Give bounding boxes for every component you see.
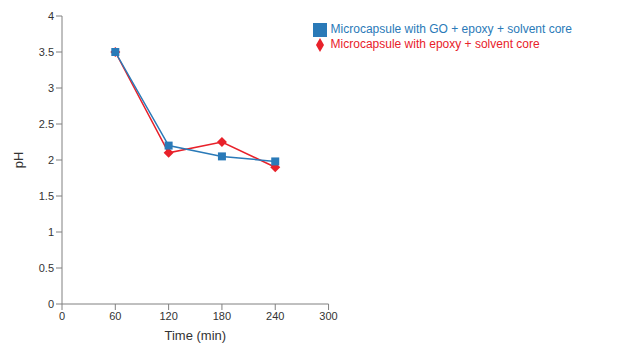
svg-text:60: 60 xyxy=(109,310,121,322)
html-text:Microcapsule with GO + epoxy +: Microcapsule with GO + epoxy + solvent c… xyxy=(330,22,572,36)
svg-text:0: 0 xyxy=(48,298,54,310)
svg-text:180: 180 xyxy=(213,310,231,322)
svg-text:240: 240 xyxy=(266,310,284,322)
svg-text:120: 120 xyxy=(159,310,177,322)
svg-text:2: 2 xyxy=(48,154,54,166)
svg-text:0: 0 xyxy=(59,310,65,322)
html-text:Microcapsule with epoxy + solv: Microcapsule with epoxy + solvent core xyxy=(330,36,540,51)
svg-text:1.5: 1.5 xyxy=(39,190,54,202)
svg-text:3: 3 xyxy=(48,82,54,94)
svg-text:0.5: 0.5 xyxy=(39,262,54,274)
svg-text:4: 4 xyxy=(48,10,54,22)
svg-text:300: 300 xyxy=(319,310,337,322)
svg-text:2.5: 2.5 xyxy=(39,118,54,130)
svg-text:pH: pH xyxy=(11,152,26,169)
svg-text:Time (min): Time (min) xyxy=(164,328,226,343)
svg-text:3.5: 3.5 xyxy=(39,46,54,58)
svg-text:1: 1 xyxy=(48,226,54,238)
